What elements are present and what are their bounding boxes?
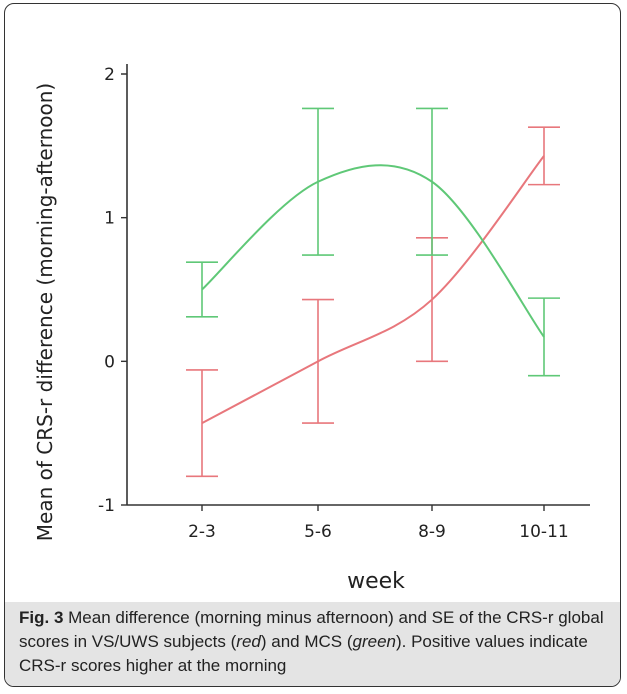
y-tick-label: 0: [104, 352, 115, 372]
caption-text: Mean difference (morning minus afternoon…: [19, 608, 604, 651]
x-axis-label: week: [347, 569, 405, 594]
chart: -1 0 1 2 2-3 5-6 8-9 10-11 Mean of CRS-r differ…: [33, 64, 590, 594]
series-red: [186, 126, 560, 478]
x-tick-label: 5-6: [304, 522, 332, 542]
axis-labels: Mean of CRS-r difference (morning-aftern…: [33, 83, 405, 594]
figure-caption: Fig. 3 Mean difference (morning minus af…: [5, 602, 620, 686]
caption-red-word: red: [236, 632, 261, 651]
figure-frame: -1 0 1 2 2-3 5-6 8-9 10-11 Mean of CRS-r differ…: [4, 3, 621, 687]
y-tick-label: 2: [104, 65, 115, 85]
y-axis-label: Mean of CRS-r difference (morning-aftern…: [33, 83, 57, 541]
y-tick-label: 1: [104, 209, 115, 229]
x-tick-label: 10-11: [519, 522, 568, 542]
series-line: [201, 164, 545, 338]
y-tick-label: -1: [98, 496, 115, 516]
series-green: [186, 107, 560, 377]
series-layer: [186, 107, 560, 478]
caption-green-word: green: [352, 632, 396, 651]
caption-text: ). Positive values indicate CRS-r scores…: [19, 632, 588, 675]
caption-text: ) and MCS (: [260, 632, 353, 651]
x-tick-label: 8-9: [418, 522, 446, 542]
series-line: [201, 155, 545, 424]
caption-figure-label: Fig. 3: [19, 608, 64, 627]
axes: -1 0 1 2 2-3 5-6 8-9 10-11: [98, 64, 590, 542]
x-tick-label: 2-3: [188, 522, 216, 542]
